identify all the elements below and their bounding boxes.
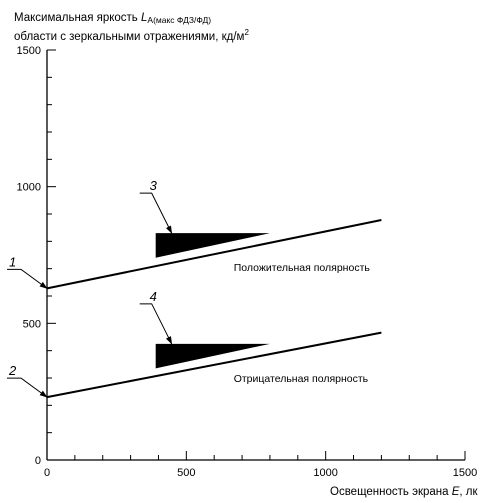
y-tick-label: 1500 <box>17 45 41 57</box>
callout-label-1: 1 <box>9 254 16 269</box>
callout-label-4: 4 <box>150 289 157 304</box>
wedge-4 <box>155 343 270 369</box>
y-axis-title-line-2: области с зеркальными отражениями, кд/м2 <box>14 28 249 43</box>
series-label-1: Положительная полярность <box>234 262 371 274</box>
x-tick-label: 500 <box>177 467 195 479</box>
callout-leader-4 <box>139 303 173 345</box>
callout-label-2: 2 <box>8 363 17 378</box>
callout-leader-1 <box>7 268 48 289</box>
callout-label-3: 3 <box>150 178 158 193</box>
x-axis-title: Освещенность экрана E, лк <box>330 486 478 498</box>
x-tick-label: 1000 <box>313 467 337 479</box>
x-tick-label: 1500 <box>453 467 477 479</box>
y-tick-label: 500 <box>23 318 41 330</box>
y-tick-label: 1000 <box>17 182 41 194</box>
callout-leader-2 <box>7 377 48 398</box>
wedge-3 <box>155 233 270 258</box>
series-line-1 <box>46 219 382 290</box>
callout-leader-3 <box>139 192 173 234</box>
y-axis-title-line-1: Максимальная яркость LA(макс ФДЗ/ФД) <box>14 12 212 25</box>
y-tick-label: 0 <box>35 455 41 467</box>
series-line-2 <box>46 331 382 399</box>
x-tick-label: 0 <box>44 467 50 479</box>
series-label-2: Отрицательная полярность <box>234 373 369 385</box>
